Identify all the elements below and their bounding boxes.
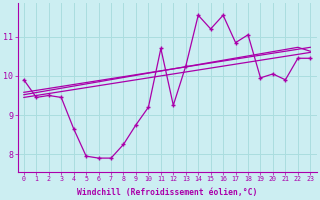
X-axis label: Windchill (Refroidissement éolien,°C): Windchill (Refroidissement éolien,°C) [77, 188, 257, 197]
